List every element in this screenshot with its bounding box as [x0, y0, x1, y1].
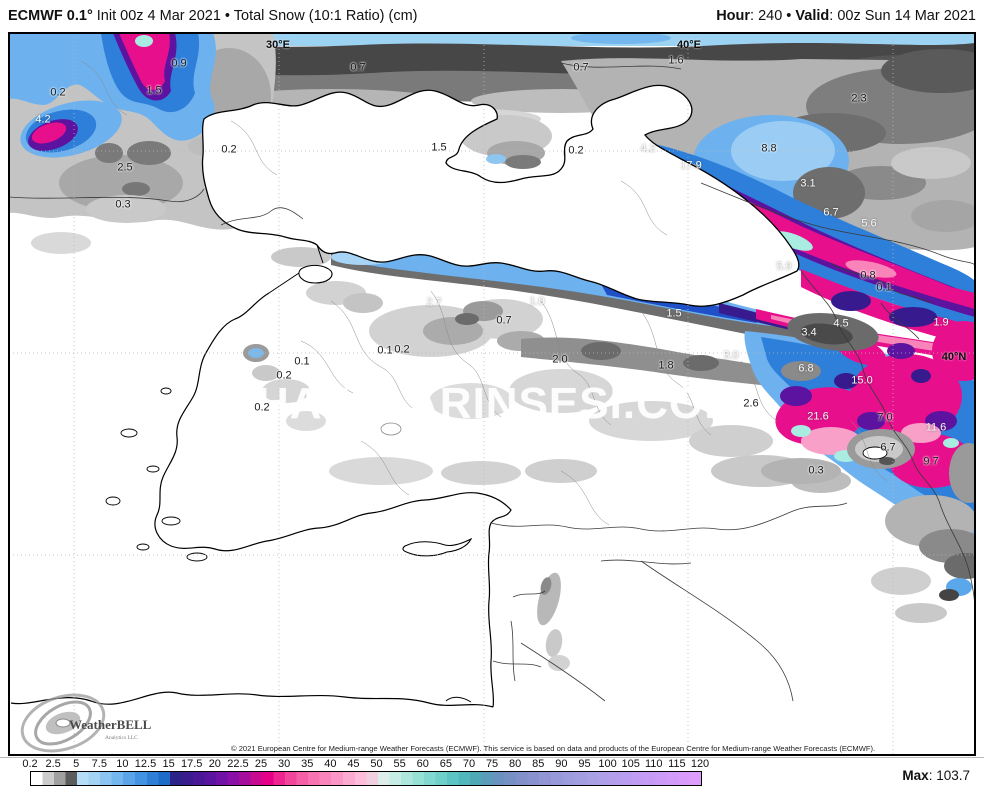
color-scale-segment	[377, 772, 401, 785]
map-graphic: WeatherBELL Analytics LLC	[9, 33, 975, 755]
color-scale-segment	[123, 772, 147, 785]
init-and-parameter: Init 00z 4 Mar 2021 • Total Snow (10:1 R…	[92, 8, 418, 24]
color-scale-tick: 10	[116, 758, 129, 770]
eastern-turkey-snow	[744, 313, 975, 549]
max-value-readout: Max: 103.7	[902, 768, 970, 783]
color-scale-tick: 115	[668, 758, 686, 770]
map-border	[9, 33, 975, 755]
country-borders	[9, 62, 975, 702]
color-scale-segment	[77, 772, 101, 785]
color-scale-segment	[146, 772, 170, 785]
color-scale-tick: 35	[301, 758, 314, 770]
color-scale-tick: 110	[645, 758, 663, 770]
color-scale-tick: 40	[324, 758, 337, 770]
color-scale-tick: 90	[555, 758, 568, 770]
color-scale-tick: 80	[509, 758, 522, 770]
color-scale-segment	[678, 772, 702, 785]
color-scale-segment	[423, 772, 447, 785]
color-scale-tick: 22.5	[227, 758, 249, 770]
color-scale-tick: 30	[278, 758, 291, 770]
color-scale-bar: 0.2 2.5 5 7.5 10 12.5 15 17.5 20 22.5 25 30 35 40 45 50…	[0, 757, 984, 809]
color-scale-ticks: 0.2 2.5 5 7.5 10 12.5 15 17.5 20 22.5 25 30 35 40 45 50…	[22, 758, 709, 770]
color-scale-segment	[493, 772, 517, 785]
title-bar: ECMWF 0.1° Init 00z 4 Mar 2021 • Total S…	[0, 0, 984, 32]
color-scale-tick: 100	[598, 758, 617, 770]
model-run-title: ECMWF 0.1° Init 00z 4 Mar 2021 • Total S…	[8, 8, 418, 24]
color-scale-tick: 0.2	[22, 758, 38, 770]
color-scale-tick: 2.5	[45, 758, 61, 770]
color-scale-tick: 7.5	[91, 758, 107, 770]
max-sep: :	[928, 768, 937, 783]
color-scale-tick: 70	[462, 758, 476, 770]
hour-value: : 240 •	[750, 8, 796, 24]
levant-shading	[537, 572, 570, 671]
color-scale-tick: 25	[254, 758, 268, 770]
valid-label: Valid	[795, 8, 830, 24]
color-scale-tick: 17.5	[181, 758, 203, 770]
color-scale-tick: 20	[208, 758, 221, 770]
color-scale-segment	[215, 772, 239, 785]
weatherbell-logo: WeatherBELL Analytics LLC	[20, 693, 152, 753]
max-label: Max	[902, 768, 929, 783]
color-scale-tick: 85	[532, 758, 545, 770]
color-scale-tick: 65	[439, 758, 452, 770]
cyprus-island	[402, 537, 473, 557]
weatherbell-wordmark: WeatherBELL	[69, 717, 152, 732]
color-scale-segment	[308, 772, 332, 785]
color-scale-segment	[238, 772, 263, 785]
hurricane-swirl-icon	[20, 693, 106, 753]
forecast-map: WeatherBELL Analytics LLC HAVALARINSESİ.…	[8, 32, 976, 756]
color-scale-tick: 15	[162, 758, 175, 770]
color-scale-gradient	[30, 771, 702, 786]
color-scale-segment	[585, 772, 609, 785]
color-scale-segment	[470, 772, 494, 785]
color-scale-segment	[169, 772, 193, 785]
admin-borders	[80, 60, 888, 526]
color-scale-segment	[31, 772, 55, 785]
graticule	[9, 33, 975, 755]
weatherbell-subtext: Analytics LLC	[105, 735, 138, 741]
color-scale-tick: 60	[416, 758, 429, 770]
color-scale-segment	[400, 772, 424, 785]
black-sea-coastline	[201, 84, 800, 307]
color-scale-segment	[192, 772, 216, 785]
color-scale-segment	[631, 772, 655, 785]
coastlines	[10, 292, 512, 708]
color-scale-tick: 120	[690, 758, 710, 770]
color-scale-segment	[654, 772, 679, 785]
color-scale-segment	[331, 772, 355, 785]
marmara-sea	[298, 264, 333, 284]
color-scale-segment	[354, 772, 378, 785]
max-value: 103.7	[936, 768, 970, 783]
valid-time-title: Hour: 240 • Valid: 00z Sun 14 Mar 2021	[716, 8, 976, 24]
lake-tuz	[380, 422, 402, 436]
color-scale-segment	[539, 772, 563, 785]
color-scale-segment	[562, 772, 586, 785]
color-scale-segment	[608, 772, 632, 785]
color-scale-tick: 45	[347, 758, 360, 770]
color-scale-segment	[54, 772, 78, 785]
color-scale-tick: 55	[393, 758, 406, 770]
color-scale-tick: 95	[578, 758, 591, 770]
color-scale-tick: 105	[621, 758, 640, 770]
color-scale-segment	[285, 772, 309, 785]
color-scale-tick: 5	[73, 758, 80, 770]
color-scale-segment	[100, 772, 124, 785]
color-scale-tick: 12.5	[134, 758, 157, 770]
color-scale-segment	[446, 772, 471, 785]
model-name: ECMWF 0.1°	[8, 8, 93, 24]
color-scale-segment	[262, 772, 286, 785]
color-scale-tick: 50	[370, 758, 383, 770]
zagros-shading	[871, 443, 975, 623]
valid-value: : 00z Sun 14 Mar 2021	[829, 8, 976, 24]
color-scale-segment	[516, 772, 540, 785]
color-scale-tick: 75	[485, 758, 499, 770]
hour-label: Hour	[716, 8, 751, 24]
lake-van	[862, 446, 888, 460]
